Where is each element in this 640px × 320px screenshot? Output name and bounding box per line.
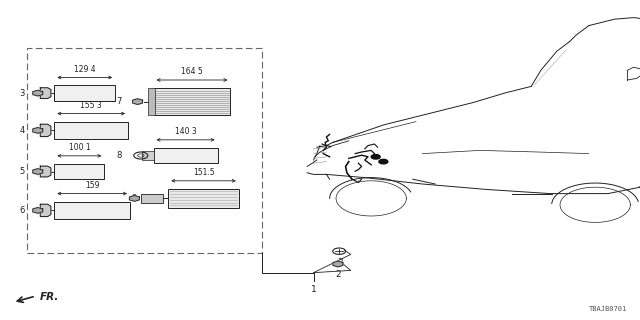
Polygon shape xyxy=(40,166,51,177)
Text: 9: 9 xyxy=(131,194,136,203)
Text: 5: 5 xyxy=(19,167,24,176)
Bar xyxy=(54,202,130,219)
Text: 151.5: 151.5 xyxy=(193,168,214,177)
Polygon shape xyxy=(333,261,343,267)
Text: 164 5: 164 5 xyxy=(181,67,203,76)
Text: 159: 159 xyxy=(85,181,99,190)
Text: 129 4: 129 4 xyxy=(74,65,95,74)
Bar xyxy=(154,88,230,115)
Polygon shape xyxy=(40,88,51,99)
Text: 2: 2 xyxy=(335,270,340,279)
Bar xyxy=(27,48,262,253)
Polygon shape xyxy=(33,90,43,96)
Text: 1: 1 xyxy=(311,285,316,294)
Bar xyxy=(141,194,163,203)
Text: 155 3: 155 3 xyxy=(81,101,102,110)
Text: 8: 8 xyxy=(116,151,122,160)
Polygon shape xyxy=(132,99,143,104)
Polygon shape xyxy=(40,124,51,137)
Text: 3: 3 xyxy=(19,89,24,98)
Polygon shape xyxy=(33,169,43,174)
Bar xyxy=(142,151,154,160)
Text: 6: 6 xyxy=(19,206,24,215)
Text: FR.: FR. xyxy=(40,292,59,302)
Bar xyxy=(168,189,239,208)
Bar xyxy=(54,122,128,139)
Bar xyxy=(154,148,218,163)
Text: 140 3: 140 3 xyxy=(175,127,196,136)
Bar xyxy=(54,85,115,101)
Text: 2: 2 xyxy=(338,258,343,267)
Polygon shape xyxy=(40,204,51,217)
Text: TBAJB0701: TBAJB0701 xyxy=(589,306,627,312)
Text: 100 1: 100 1 xyxy=(68,143,90,152)
Text: 7: 7 xyxy=(116,97,122,106)
Polygon shape xyxy=(33,207,43,213)
Bar xyxy=(54,164,104,179)
Bar xyxy=(148,88,155,115)
Polygon shape xyxy=(33,128,43,133)
Polygon shape xyxy=(129,196,140,201)
Circle shape xyxy=(379,159,388,164)
Text: 4: 4 xyxy=(19,126,24,135)
Circle shape xyxy=(371,155,380,159)
